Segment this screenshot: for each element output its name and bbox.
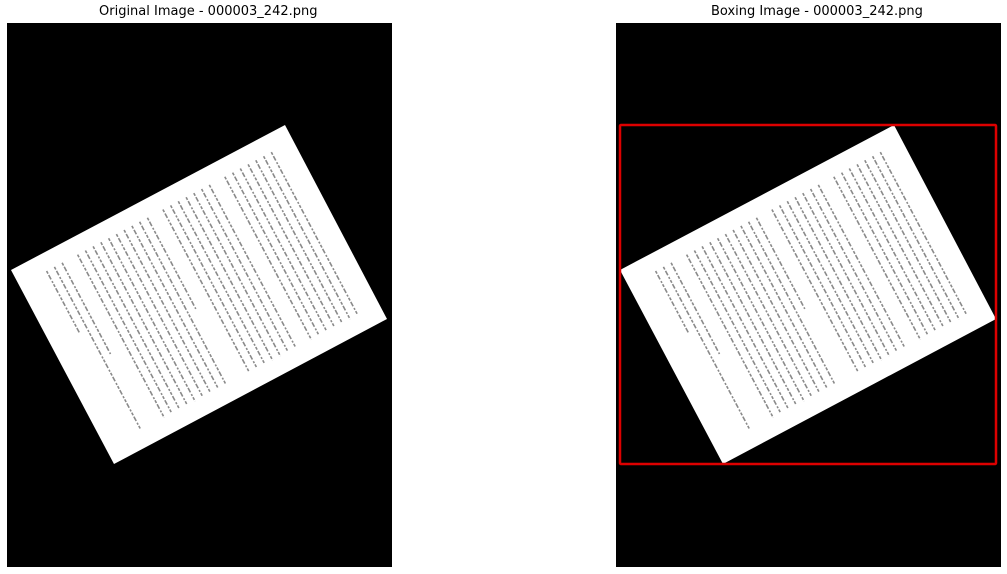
text-line	[107, 237, 196, 402]
document-text-lines	[654, 151, 968, 431]
text-line	[131, 225, 220, 390]
text-line	[771, 209, 860, 373]
rotated-document-page	[620, 125, 996, 464]
text-line	[747, 221, 836, 386]
text-line	[864, 159, 953, 324]
text-line	[224, 176, 313, 341]
text-line	[270, 151, 359, 316]
text-line	[45, 270, 81, 334]
boxing-image-panel	[616, 23, 1001, 567]
text-line	[693, 250, 782, 414]
text-line	[262, 155, 351, 320]
text-line	[654, 270, 690, 334]
text-line	[185, 196, 274, 361]
text-line	[100, 241, 189, 406]
text-line	[61, 262, 112, 355]
original-image-panel	[7, 23, 392, 567]
rotated-document-page	[11, 125, 387, 464]
text-line	[247, 164, 336, 328]
text-line	[255, 159, 344, 324]
original-image-title: Original Image - 000003_242.png	[99, 4, 318, 19]
text-line	[685, 254, 774, 418]
text-line	[809, 188, 898, 353]
text-line	[146, 217, 197, 310]
text-line	[879, 151, 968, 316]
text-line	[138, 221, 227, 386]
text-line	[740, 225, 829, 390]
text-line	[802, 192, 891, 357]
text-line	[786, 200, 875, 365]
text-line	[716, 237, 805, 402]
text-line	[239, 168, 328, 332]
boxing-image	[618, 123, 998, 466]
text-line	[162, 209, 251, 373]
original-image	[11, 125, 387, 464]
text-line	[231, 172, 320, 336]
text-line	[53, 266, 142, 431]
text-line	[208, 184, 297, 349]
text-line	[670, 262, 721, 355]
text-line	[778, 205, 867, 369]
text-line	[833, 176, 922, 341]
text-line	[193, 192, 282, 357]
text-line	[115, 233, 204, 398]
text-line	[84, 250, 173, 414]
text-line	[92, 246, 181, 410]
text-line	[755, 217, 806, 310]
text-line	[662, 266, 751, 431]
text-line	[709, 241, 798, 406]
text-line	[200, 188, 289, 353]
text-line	[794, 196, 883, 361]
boxing-image-title: Boxing Image - 000003_242.png	[711, 4, 923, 19]
text-line	[817, 184, 906, 349]
text-line	[169, 205, 258, 369]
text-line	[123, 229, 212, 394]
text-line	[848, 168, 937, 332]
text-line	[701, 246, 790, 410]
text-line	[840, 172, 929, 336]
text-line	[177, 200, 266, 365]
text-line	[724, 233, 813, 398]
text-line	[871, 155, 960, 320]
bounding-box	[618, 123, 998, 466]
document-text-lines	[45, 151, 359, 431]
text-line	[856, 164, 945, 328]
text-line	[732, 229, 821, 394]
text-line	[76, 254, 165, 418]
